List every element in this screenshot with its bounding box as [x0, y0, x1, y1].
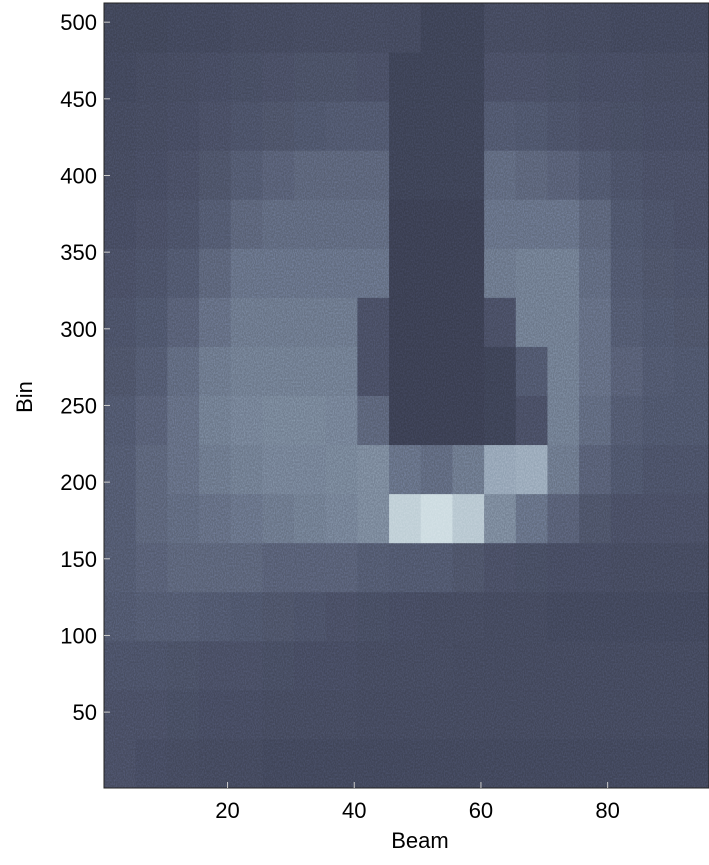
y-tick-label: 350	[60, 240, 97, 265]
y-tick-label: 400	[60, 163, 97, 188]
y-tick-label: 300	[60, 317, 97, 342]
y-tick-label: 200	[60, 470, 97, 495]
y-tick-label: 250	[60, 393, 97, 418]
y-tick-label: 100	[60, 623, 97, 648]
x-tick-label: 60	[469, 798, 493, 823]
x-axis-label: Beam	[391, 828, 448, 853]
y-tick-label: 150	[60, 547, 97, 572]
x-tick-label: 40	[342, 798, 366, 823]
y-tick-label: 50	[73, 700, 97, 725]
texture	[104, 3, 709, 788]
chart: 20 40 60 80 50 100 150 200 250 300 350 400 450 500 Be…	[0, 0, 709, 865]
y-tick-label: 450	[60, 87, 97, 112]
x-tick-label: 80	[595, 798, 619, 823]
x-tick-label: 20	[215, 798, 239, 823]
y-tick-label: 500	[60, 10, 97, 35]
y-axis-label: Bin	[12, 381, 37, 413]
